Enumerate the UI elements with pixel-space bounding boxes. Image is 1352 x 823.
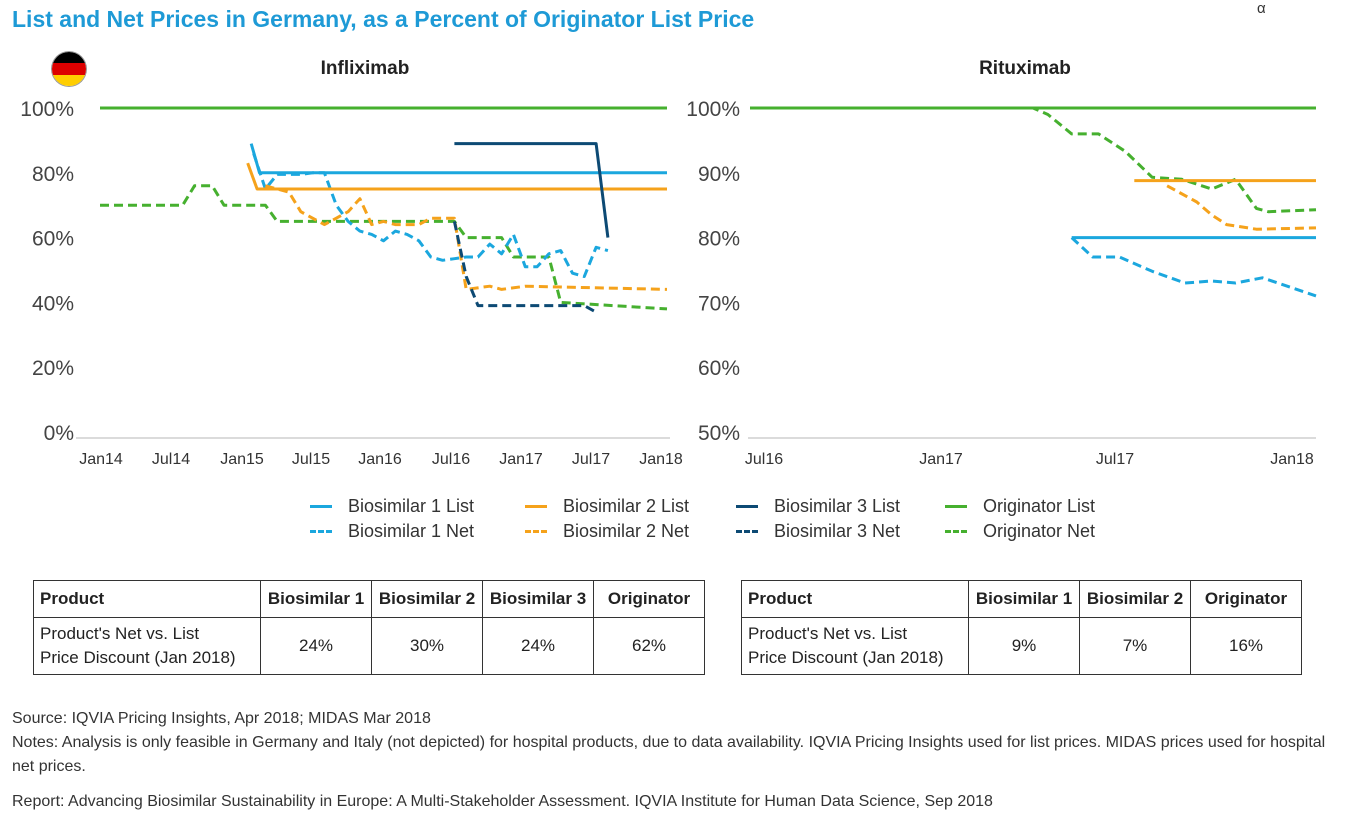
notes-text: Notes: Analysis is only feasible in Germ… bbox=[12, 734, 1326, 775]
x-tick-label: Jan17 bbox=[919, 451, 963, 468]
table-header-cell: Originator bbox=[1190, 580, 1302, 618]
y-tick-label: 0% bbox=[44, 422, 74, 445]
table-cell: 7% bbox=[1079, 617, 1191, 675]
x-tick-label: Jul14 bbox=[152, 451, 190, 468]
table-cell: 62% bbox=[593, 617, 705, 675]
x-tick-label: Jan18 bbox=[639, 451, 683, 468]
y-tick-label: 100% bbox=[20, 98, 74, 121]
x-tick-label: Jul16 bbox=[745, 451, 783, 468]
legend-swatch bbox=[736, 505, 758, 508]
legend-swatch bbox=[945, 505, 967, 508]
chart-title: Rituximab bbox=[979, 58, 1071, 79]
x-tick-label: Jul17 bbox=[1096, 451, 1134, 468]
germany-flag-icon bbox=[52, 52, 86, 86]
legend-swatch bbox=[310, 530, 332, 533]
x-tick-label: Jan15 bbox=[220, 451, 264, 468]
source-note: Source: IQVIA Pricing Insights, Apr 2018… bbox=[12, 710, 431, 727]
table-header-row: Product Biosimilar 1 Biosimilar 2 Origin… bbox=[741, 580, 1302, 618]
table-header-cell: Product bbox=[741, 580, 969, 618]
y-tick-label: 20% bbox=[32, 357, 74, 380]
x-tick-label: Jan14 bbox=[79, 451, 123, 468]
legend-swatch bbox=[310, 505, 332, 508]
row-label-line: Price Discount (Jan 2018) bbox=[40, 648, 236, 667]
series-line-biosimilar2-dashed bbox=[265, 184, 668, 291]
table-header-cell: Biosimilar 1 bbox=[968, 580, 1080, 618]
infliximab-discount-table: Product Biosimilar 1 Biosimilar 2 Biosim… bbox=[33, 580, 705, 675]
legend-swatch bbox=[525, 505, 547, 508]
y-tick-label: 90% bbox=[698, 163, 740, 186]
legend-swatch bbox=[736, 530, 758, 533]
report-citation: Report: Advancing Biosimilar Sustainabil… bbox=[12, 793, 993, 810]
legend-entry: Originator Net bbox=[945, 521, 1095, 542]
table-header-cell: Biosimilar 2 bbox=[1079, 580, 1191, 618]
x-tick-label: Jan17 bbox=[499, 451, 543, 468]
legend-label: Biosimilar 2 List bbox=[563, 496, 690, 516]
x-tick-label: Jul16 bbox=[432, 451, 470, 468]
series-line-biosimilar1-dashed bbox=[252, 152, 609, 278]
chart-title: Infliximab bbox=[321, 58, 410, 79]
legend-entry: Biosimilar 2 Net bbox=[525, 521, 689, 542]
legend-label: Biosimilar 2 Net bbox=[563, 521, 690, 541]
row-label-line: Product's Net vs. List bbox=[40, 624, 200, 643]
row-label-line: Product's Net vs. List bbox=[748, 624, 908, 643]
y-tick-label: 60% bbox=[32, 228, 74, 251]
y-tick-label: 100% bbox=[686, 98, 740, 121]
table-row-label: Product's Net vs. List Price Discount (J… bbox=[33, 617, 261, 675]
rituximab-discount-table: Product Biosimilar 1 Biosimilar 2 Origin… bbox=[741, 580, 1302, 675]
legend-label: Biosimilar 3 Net bbox=[774, 521, 901, 541]
x-tick-label: Jan16 bbox=[358, 451, 402, 468]
table-cell: 16% bbox=[1190, 617, 1302, 675]
legend-entry: Biosimilar 3 Net bbox=[736, 521, 900, 542]
series-line-biosimilar2-solid bbox=[246, 162, 667, 191]
charts-area: Infliximab 0% 20% 40% 60% 80% 100% Jan14 Jul14 Ja… bbox=[20, 58, 1317, 468]
x-tick-label: Jan18 bbox=[1270, 451, 1314, 468]
table-cell: 24% bbox=[260, 617, 372, 675]
table-header-cell: Biosimilar 1 bbox=[260, 580, 372, 618]
table-cell: 9% bbox=[968, 617, 1080, 675]
series-line-biosimilar1-solid bbox=[249, 143, 667, 175]
table-row: Product's Net vs. List Price Discount (J… bbox=[33, 617, 705, 675]
footnotes: Source: IQVIA Pricing Insights, Apr 2018… bbox=[12, 707, 1342, 779]
table-header-row: Product Biosimilar 1 Biosimilar 2 Biosim… bbox=[33, 580, 705, 618]
corner-mark: α bbox=[1257, 0, 1266, 17]
series-line-biosimilar2-dashed bbox=[1166, 184, 1317, 231]
series-line-originator-dashed bbox=[750, 106, 1317, 214]
legend-entry: Biosimilar 2 List bbox=[525, 496, 689, 517]
y-tick-label: 70% bbox=[698, 292, 740, 315]
legend-label: Originator Net bbox=[983, 521, 1096, 541]
legend-label: Biosimilar 1 List bbox=[348, 496, 475, 516]
series-line-originator-dashed bbox=[100, 184, 668, 311]
legend-entry: Biosimilar 3 List bbox=[736, 496, 900, 517]
series-line-biosimilar3-dashed bbox=[452, 221, 597, 314]
x-tick-label: Jul15 bbox=[292, 451, 330, 468]
table-header-cell: Biosimilar 2 bbox=[371, 580, 483, 618]
table-header-cell: Originator bbox=[593, 580, 705, 618]
page-title: List and Net Prices in Germany, as a Per… bbox=[12, 6, 755, 32]
table-cell: 30% bbox=[371, 617, 483, 675]
row-label-line: Price Discount (Jan 2018) bbox=[748, 648, 944, 667]
legend-entry: Originator List bbox=[945, 496, 1095, 517]
y-tick-label: 80% bbox=[698, 228, 740, 251]
y-tick-label: 40% bbox=[32, 292, 74, 315]
legend-label: Originator List bbox=[983, 496, 1096, 516]
legend-entry: Biosimilar 1 List bbox=[310, 496, 474, 517]
x-tick-label: Jul17 bbox=[572, 451, 610, 468]
legend-swatch bbox=[525, 530, 547, 533]
table-row: Product's Net vs. List Price Discount (J… bbox=[741, 617, 1302, 675]
series-line-biosimilar1-dashed bbox=[1070, 236, 1317, 298]
table-cell: 24% bbox=[482, 617, 594, 675]
y-tick-label: 50% bbox=[698, 422, 740, 445]
legend-swatch bbox=[945, 530, 967, 533]
table-row-label: Product's Net vs. List Price Discount (J… bbox=[741, 617, 969, 675]
table-header-cell: Biosimilar 3 bbox=[482, 580, 594, 618]
y-tick-label: 60% bbox=[698, 357, 740, 380]
legend-label: Biosimilar 3 List bbox=[774, 496, 901, 516]
table-header-cell: Product bbox=[33, 580, 261, 618]
series-line-biosimilar3-solid bbox=[454, 142, 610, 238]
y-tick-label: 80% bbox=[32, 163, 74, 186]
legend-label: Biosimilar 1 Net bbox=[348, 521, 475, 541]
legend-entry: Biosimilar 1 Net bbox=[310, 521, 474, 542]
